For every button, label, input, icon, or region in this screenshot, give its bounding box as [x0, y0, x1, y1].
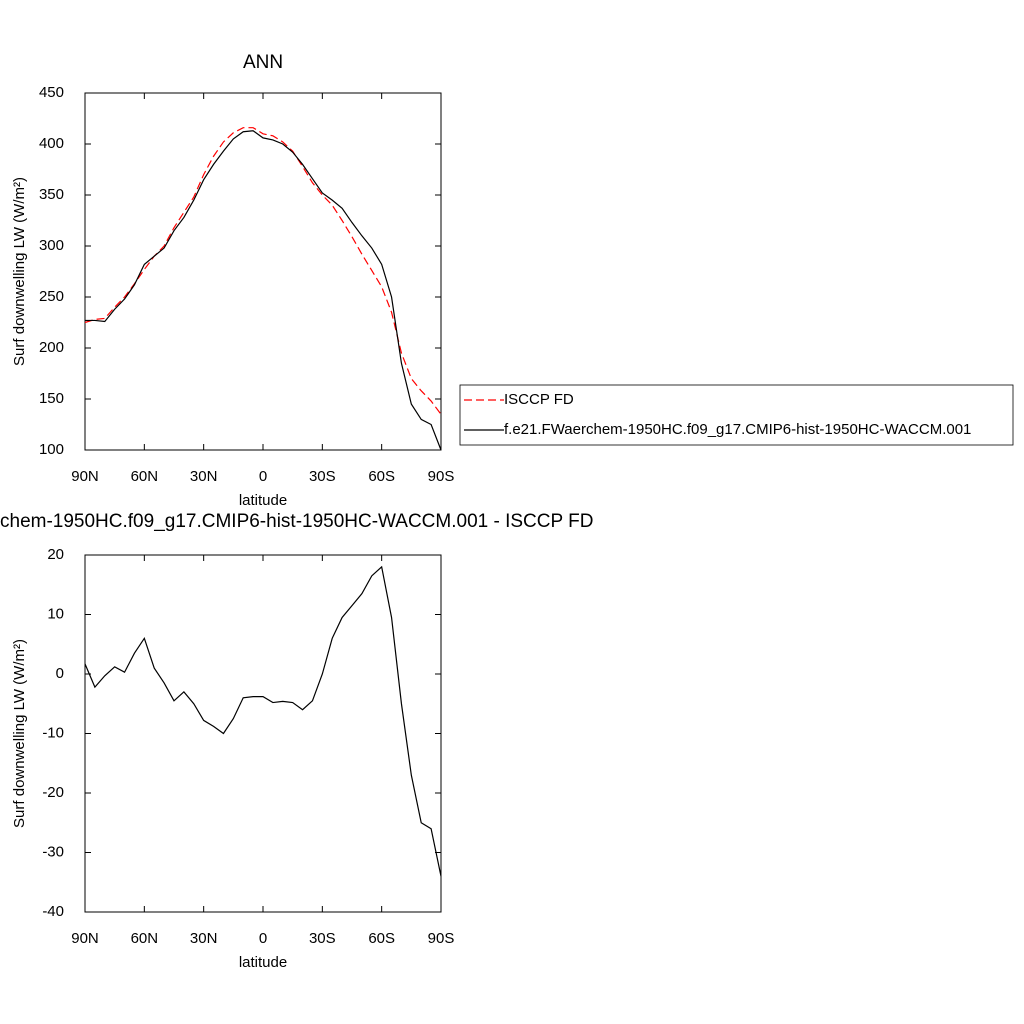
x-tick-label: 30N: [190, 930, 218, 947]
legend-label: f.e21.FWaerchem-1950HC.f09_g17.CMIP6-his…: [504, 421, 971, 438]
legend-label: ISCCP FD: [504, 391, 574, 408]
y-tick-label: 300: [39, 237, 64, 254]
plot-frame: [84, 92, 442, 451]
x-tick-label: 90N: [71, 468, 99, 485]
x-tick-label: 60N: [131, 930, 159, 947]
y-tick-label: -30: [42, 843, 64, 860]
plot-frame: [84, 554, 442, 913]
y-axis-label: Surf downwelling LW (W/m²): [11, 177, 28, 366]
x-tick-label: 90N: [71, 930, 99, 947]
y-axis-label: Surf downwelling LW (W/m²): [11, 639, 28, 828]
legend-box: [459, 384, 1014, 446]
x-tick-label: 90S: [428, 930, 455, 947]
y-tick-label: 100: [39, 441, 64, 458]
y-tick-label: 350: [39, 186, 64, 203]
y-tick-label: 10: [47, 605, 64, 622]
y-tick-label: -40: [42, 903, 64, 920]
y-tick-label: 200: [39, 339, 64, 356]
y-tick-label: -20: [42, 784, 64, 801]
x-tick-label: 60N: [131, 468, 159, 485]
x-tick-label: 30S: [309, 930, 336, 947]
data-line: [85, 130, 442, 451]
y-tick-label: 250: [39, 288, 64, 305]
x-axis-label: latitude: [239, 954, 287, 971]
x-tick-label: 90S: [428, 468, 455, 485]
y-tick-label: 150: [39, 390, 64, 407]
x-tick-label: 0: [259, 930, 267, 947]
data-line: [84, 127, 442, 415]
x-tick-label: 0: [259, 468, 267, 485]
y-tick-label: 400: [39, 135, 64, 152]
chart-title: chem-1950HC.f09_g17.CMIP6-hist-1950HC-WA…: [0, 511, 593, 532]
x-tick-label: 60S: [368, 930, 395, 947]
y-tick-label: -10: [42, 724, 64, 741]
x-tick-label: 30S: [309, 468, 336, 485]
chart-title: ANN: [243, 52, 283, 73]
x-tick-label: 30N: [190, 468, 218, 485]
x-axis-label: latitude: [239, 492, 287, 509]
legend: ISCCP FD f.e21.FWaerchem-1950HC.f09_g17.C…: [459, 384, 1014, 446]
y-tick-label: 450: [39, 84, 64, 101]
y-tick-label: 0: [56, 665, 64, 682]
data-line: [84, 565, 442, 877]
y-tick-label: 20: [47, 546, 64, 563]
x-tick-label: 60S: [368, 468, 395, 485]
